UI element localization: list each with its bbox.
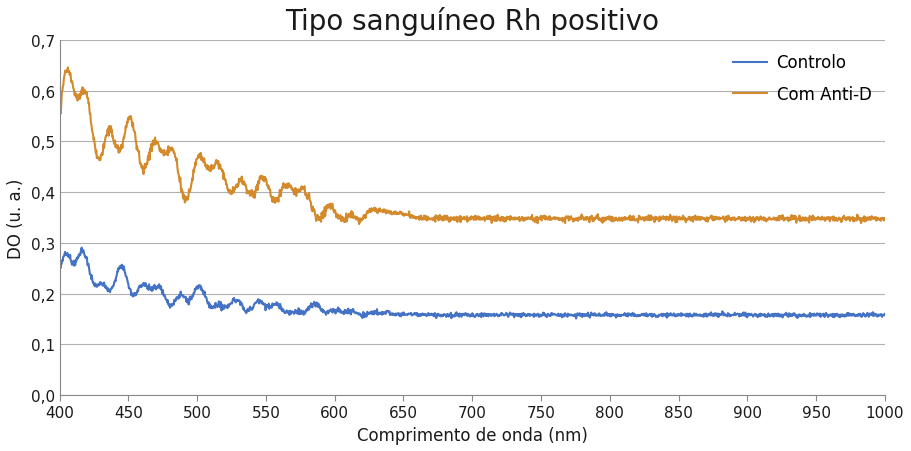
Controlo [102, 286, 113, 292]
Com Anti-D [879, 216, 890, 221]
Com Anti-D [54, 117, 65, 122]
Com Anti-D [396, 210, 407, 216]
Com Anti-D [353, 222, 364, 227]
Line: Controlo: Controlo [59, 248, 885, 319]
Controlo [77, 245, 87, 251]
Com Anti-D [363, 210, 374, 215]
Legend: Controlo, Com Anti-D: Controlo, Com Anti-D [725, 46, 880, 112]
X-axis label: Comprimento de onda (nm): Comprimento de onda (nm) [357, 426, 588, 444]
Title: Tipo sanguíneo Rh positivo: Tipo sanguíneo Rh positivo [285, 7, 660, 36]
Controlo [392, 311, 403, 317]
Com Anti-D [62, 65, 73, 71]
Controlo [619, 312, 630, 318]
Controlo [363, 311, 374, 316]
Controlo [879, 312, 890, 317]
Controlo [570, 316, 581, 322]
Com Anti-D [230, 184, 241, 189]
Line: Com Anti-D: Com Anti-D [59, 68, 885, 225]
Controlo [54, 266, 65, 271]
Controlo [230, 298, 241, 303]
Y-axis label: DO (u. a.): DO (u. a.) [7, 178, 25, 258]
Com Anti-D [392, 210, 403, 216]
Controlo [395, 314, 406, 319]
Com Anti-D [619, 216, 630, 221]
Com Anti-D [102, 128, 113, 133]
